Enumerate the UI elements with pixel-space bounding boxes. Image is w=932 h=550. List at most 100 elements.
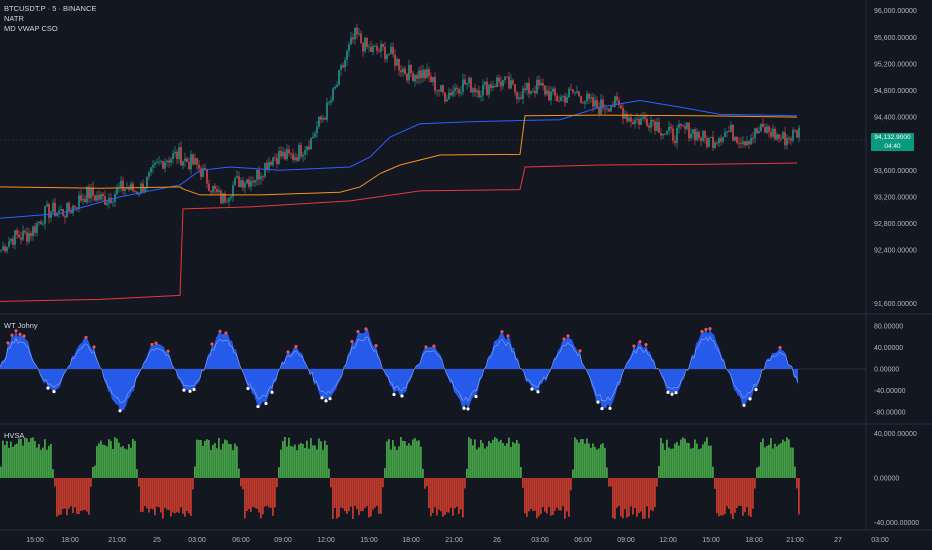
hvsa-bar (456, 478, 458, 507)
hvsa-bar (350, 478, 352, 507)
hvsa-bar (638, 478, 640, 514)
candle-body (292, 154, 294, 160)
hvsa-bar (0, 466, 2, 478)
candle-body (138, 193, 140, 195)
wt-cross-dot (578, 349, 582, 353)
hvsa-bar (178, 478, 180, 513)
indicator-natr[interactable]: NATR (4, 14, 24, 23)
hvsa-bar (308, 448, 310, 478)
hvsa-bar (650, 478, 652, 511)
hvsa-bar (312, 445, 314, 478)
hvsa-bar (612, 478, 614, 518)
candle-body (220, 190, 222, 204)
candle-body (748, 141, 750, 145)
candle-body (134, 191, 136, 193)
hvsa-bar (670, 448, 672, 478)
hvsa-bar (532, 478, 534, 512)
candle-body (666, 131, 668, 134)
candle-body (248, 179, 250, 187)
candle-body (306, 146, 308, 151)
candle-body (704, 130, 706, 139)
candle-body (102, 194, 104, 197)
hvsa-bar (698, 449, 700, 478)
wt-cross-dot (14, 329, 18, 333)
candle-body (166, 160, 168, 163)
hvsa-bar (88, 478, 90, 515)
hvsa-bar (368, 478, 370, 518)
hvsa-bar (474, 439, 476, 478)
hvsa-bar (496, 438, 498, 478)
candle-body (634, 119, 636, 124)
wt-cross-dot (392, 392, 396, 397)
candle-body (588, 93, 590, 99)
wt-cross-dot (270, 390, 274, 394)
hvsa-bar (600, 444, 602, 478)
candle-body (486, 81, 488, 95)
hvsa-bar (644, 478, 646, 519)
hvsa-bar (680, 439, 682, 478)
candle-body (760, 123, 762, 132)
hvsa-bar (328, 468, 330, 478)
wt-cross-dot (600, 406, 604, 411)
hvsa-pane[interactable] (0, 436, 800, 520)
hvsa-bar (96, 446, 98, 478)
candle-body (396, 59, 398, 66)
hvsa-bar (562, 478, 564, 507)
vwap-blue-line (0, 99, 798, 219)
main-price-pane[interactable] (0, 23, 800, 302)
candle-body (786, 137, 788, 146)
candle-body (708, 137, 710, 147)
last-price-tag: 94,132.9000 04:40 (871, 133, 914, 151)
candle-body (174, 151, 176, 154)
candle-body (182, 161, 184, 166)
hvsa-bar (734, 478, 736, 513)
candle-body (60, 209, 62, 211)
time-axis-label: 18:00 (61, 537, 79, 544)
indicator-vwap[interactable]: MD VWAP CSO (4, 24, 58, 33)
hvsa-bar (594, 447, 596, 478)
hvsa-bar (212, 444, 214, 478)
candle-body (256, 169, 258, 181)
candle-body (738, 142, 740, 144)
hvsa-bar (652, 478, 654, 512)
candle-body (594, 100, 596, 107)
hvsa-bar (344, 478, 346, 512)
candle-body (640, 118, 642, 126)
indicator-hvsa[interactable]: HVSA (4, 431, 25, 440)
candle-body (668, 126, 670, 132)
time-axis-label: 06:00 (232, 537, 250, 544)
hvsa-bar (448, 478, 450, 513)
symbol-title[interactable]: BTCUSDT.P · 5 · BINANCE (4, 4, 97, 13)
candle-body (42, 223, 44, 225)
candle-body (520, 97, 522, 99)
indicator-wt-johny[interactable]: WT Johny (4, 321, 38, 330)
candle-body (202, 168, 204, 177)
candle-body (438, 90, 440, 92)
candle-body (228, 198, 230, 202)
hvsa-bar (394, 446, 396, 478)
hvsa-bar (550, 478, 552, 516)
candle-body (618, 100, 620, 106)
hvsa-bar (726, 478, 728, 507)
hvsa-bar (694, 439, 696, 478)
hvsa-bar (444, 478, 446, 516)
candle-body (470, 77, 472, 93)
hvsa-bar (238, 468, 240, 478)
hvsa-bar (438, 478, 440, 510)
wt-cross-dot (424, 345, 428, 349)
hvsa-bar (696, 443, 698, 478)
hvsa-bar (106, 446, 108, 478)
candle-body (656, 121, 658, 131)
hvsa-bar (164, 478, 166, 508)
candle-body (204, 168, 206, 170)
hvsa-bar (458, 478, 460, 515)
hvsa-bar (90, 478, 92, 487)
candle-body (240, 180, 242, 188)
time-axis-label: 27 (834, 537, 842, 544)
candle-body (362, 42, 364, 52)
candle-body (664, 133, 666, 135)
wt-johny-pane[interactable] (0, 327, 866, 413)
candle-body (252, 181, 254, 183)
candle-body (444, 92, 446, 102)
